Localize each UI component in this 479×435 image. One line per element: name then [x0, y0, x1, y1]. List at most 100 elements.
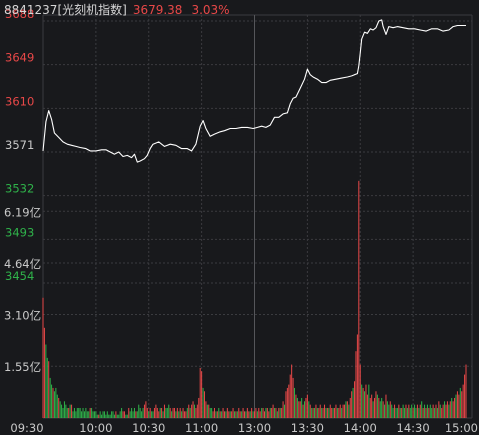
volume-bar: [162, 411, 164, 418]
volume-bar: [206, 404, 208, 418]
volume-bar: [255, 407, 257, 418]
volume-bar: [264, 411, 266, 418]
volume-bar: [232, 407, 234, 418]
volume-bar: [331, 407, 333, 418]
price-axis-labels: 3688 3649 3610 3571 3532 3493 3454: [5, 7, 34, 283]
volume-bar: [53, 391, 55, 418]
volume-bar: [106, 411, 108, 418]
volume-bar: [91, 407, 93, 418]
volume-bar: [75, 411, 77, 418]
volume-bar: [132, 411, 134, 418]
price-tick-label: 3493: [5, 225, 34, 239]
volume-bar: [69, 404, 71, 418]
volume-bar: [292, 377, 294, 418]
volume-bar: [48, 361, 50, 418]
volume-bar: [328, 407, 330, 418]
volume-bar: [311, 407, 313, 418]
volume-bar: [203, 391, 205, 418]
volume-bar: [231, 411, 233, 418]
volume-bar: [133, 407, 135, 418]
volume-bar: [262, 407, 264, 418]
volume-bar: [314, 407, 316, 418]
time-tick-label: 13:30: [291, 421, 324, 435]
volume-bar: [223, 411, 225, 418]
volume-bar: [455, 394, 457, 418]
volume-bar: [392, 407, 394, 418]
volume-bar: [242, 407, 244, 418]
volume-bar: [332, 407, 334, 418]
volume-bar: [199, 367, 201, 418]
volume-bar: [396, 407, 398, 418]
volume-bar: [246, 407, 248, 418]
volume-bar: [156, 407, 158, 418]
volume-bar: [378, 397, 380, 418]
volume-bar: [324, 404, 326, 418]
volume-bar: [321, 407, 323, 418]
change-percent: 3.03%: [191, 3, 230, 17]
volume-bar: [459, 387, 461, 418]
volume-bar: [316, 407, 318, 418]
volume-bar: [355, 351, 357, 418]
time-tick-label: 15:00: [445, 421, 478, 435]
volume-bar: [276, 411, 278, 418]
volume-bar: [366, 394, 368, 418]
volume-bar: [465, 364, 467, 418]
volume-bar: [458, 394, 460, 418]
volume-bar: [245, 411, 247, 418]
volume-bar: [82, 407, 84, 418]
time-tick-label: 13:00: [238, 421, 271, 435]
volume-bar: [301, 397, 303, 418]
volume-bar: [451, 397, 453, 418]
volume-bar: [58, 397, 60, 418]
price-tick-label: 3649: [5, 51, 34, 65]
volume-bar: [345, 401, 347, 418]
volume-bar: [259, 411, 261, 418]
volume-bar: [149, 407, 151, 418]
volume-bar: [252, 411, 254, 418]
volume-bar: [344, 404, 346, 418]
volume-bar: [368, 384, 370, 418]
volume-bar: [351, 391, 353, 418]
volume-bar: [111, 411, 113, 418]
volume-bar: [434, 407, 436, 418]
volume-bar: [115, 411, 117, 418]
time-tick-label: 10:30: [132, 421, 165, 435]
volume-bar: [148, 411, 150, 418]
volume-bar: [288, 384, 290, 418]
volume-bar: [216, 411, 218, 418]
volume-bar: [213, 407, 215, 418]
volume-bar: [342, 404, 344, 418]
volume-bar: [243, 411, 245, 418]
volume-tick-label: 4.64亿: [4, 257, 41, 271]
volume-bar: [369, 397, 371, 418]
volume-bar: [88, 411, 90, 418]
volume-bar: [418, 407, 420, 418]
volume-axis-labels: 6.19亿 4.64亿 3.10亿 1.55亿: [4, 205, 41, 374]
volume-bar: [186, 407, 188, 418]
volume-bar: [52, 387, 54, 418]
volume-bar: [325, 407, 327, 418]
volume-bar: [202, 387, 204, 418]
volume-bar: [361, 384, 363, 418]
volume-bar: [442, 404, 444, 418]
volume-bar: [308, 401, 310, 418]
volume-bar: [196, 404, 198, 418]
volume-bar: [183, 411, 185, 418]
volume-bar: [139, 407, 141, 418]
volume-bar: [241, 411, 243, 418]
volume-bar: [425, 407, 427, 418]
volume-bar: [85, 407, 87, 418]
volume-bar: [175, 411, 177, 418]
volume-bar: [349, 397, 351, 418]
volume-bar: [348, 404, 350, 418]
volume-bar: [118, 414, 120, 418]
volume-bar: [375, 391, 377, 418]
volume-bar: [286, 387, 288, 418]
volume-bar: [339, 404, 341, 418]
volume-bar: [422, 407, 424, 418]
volume-bar: [299, 401, 301, 418]
volume-bar: [294, 387, 296, 418]
volume-bar: [364, 391, 366, 418]
volume-bar: [291, 364, 293, 418]
